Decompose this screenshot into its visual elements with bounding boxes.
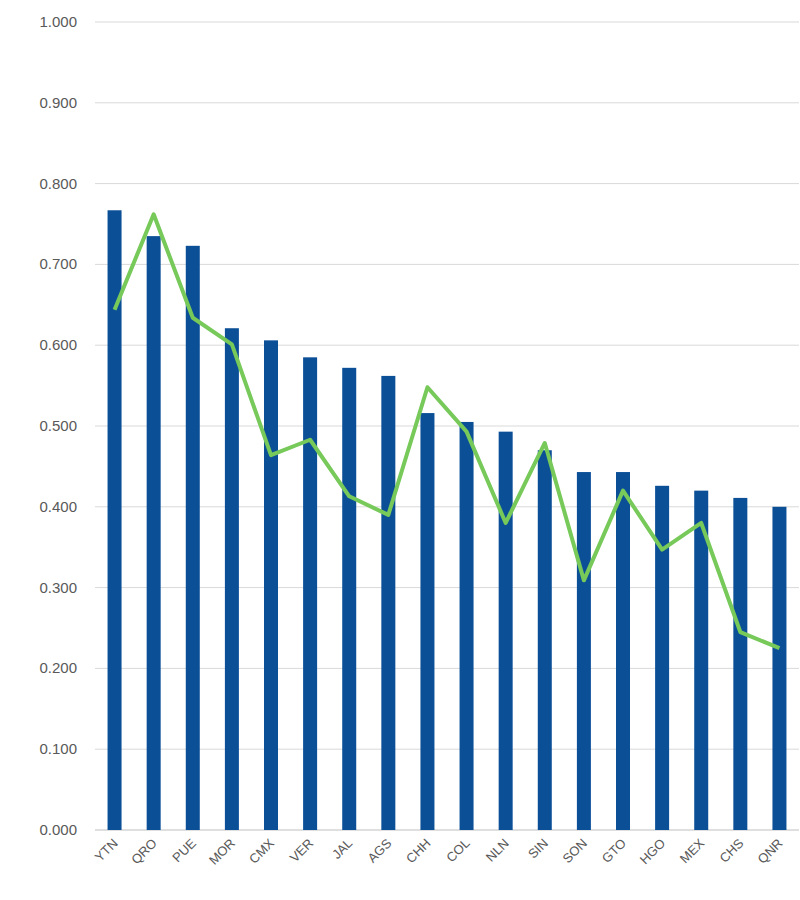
chart: 0.000 0.100 0.200 0.300 0.400 0.500 0.600 0.700…: [0, 0, 800, 900]
y-tick-label: 1.000: [39, 13, 77, 30]
x-tick-label: GTO: [599, 836, 629, 866]
x-tick-label: PUE: [169, 835, 199, 865]
bar: [733, 498, 747, 830]
page: {"chart_data": {"type": "bar", "categori…: [0, 0, 800, 900]
y-tick-label: 0.000: [39, 821, 77, 838]
x-tick-label: CHS: [716, 835, 746, 865]
y-tick-label: 0.600: [39, 336, 77, 353]
bar: [381, 376, 395, 830]
grid-line: [95, 506, 799, 507]
grid-line: [95, 264, 799, 265]
y-tick-label: 0.500: [39, 417, 77, 434]
x-tick-label: NLN: [483, 836, 512, 865]
bar: [342, 368, 356, 830]
line: [115, 214, 780, 648]
x-tick-label: MEX: [677, 835, 708, 866]
grid-line: [95, 749, 799, 750]
y-tick-label: 0.300: [39, 579, 77, 596]
bar: [655, 486, 669, 830]
grid-line: [95, 830, 799, 831]
y-tick-label: 0.800: [39, 175, 77, 192]
grid-line: [95, 668, 799, 669]
y-tick-label: 0.400: [39, 498, 77, 515]
bar: [460, 422, 474, 830]
x-tick-label: AGS: [364, 835, 394, 865]
x-tick-label: SIN: [525, 836, 551, 862]
grid-line: [95, 426, 799, 427]
x-tick-label: VER: [287, 836, 317, 866]
plot-area: [108, 210, 787, 830]
grid: [95, 22, 799, 830]
bar: [420, 413, 434, 830]
bar: [108, 210, 122, 830]
y-tick-label: 0.900: [39, 94, 77, 111]
grid-line: [95, 22, 799, 23]
grid-line: [95, 102, 799, 103]
x-tick-label: CHH: [403, 836, 434, 867]
x-tick-label: QRO: [128, 836, 160, 868]
bar: [264, 340, 278, 830]
y-tick-label: 0.100: [39, 740, 77, 757]
grid-line: [95, 587, 799, 588]
bar: [186, 246, 200, 830]
x-tick-label: YTN: [92, 836, 121, 865]
bar: [147, 236, 161, 830]
x-tick-label: MOR: [206, 836, 238, 868]
y-tick-label: 0.200: [39, 659, 77, 676]
x-tick-label: COL: [443, 836, 473, 866]
grid-line: [95, 183, 799, 184]
x-tick-label: CMX: [246, 835, 277, 866]
bar: [303, 357, 317, 830]
bar: [616, 472, 630, 830]
bar: [772, 507, 786, 830]
chart-container: 0.000 0.100 0.200 0.300 0.400 0.500 0.600 0.700…: [0, 0, 800, 900]
x-tick-label: SON: [559, 836, 590, 867]
x-tick-label: JAL: [329, 836, 355, 862]
y-tick-label: 0.700: [39, 255, 77, 272]
x-tick-label: QNR: [755, 836, 786, 867]
bar: [499, 432, 513, 830]
x-tick-label: HGO: [637, 836, 669, 868]
bar: [225, 328, 239, 830]
bar: [577, 472, 591, 830]
grid-line: [95, 345, 799, 346]
bar: [538, 450, 552, 830]
